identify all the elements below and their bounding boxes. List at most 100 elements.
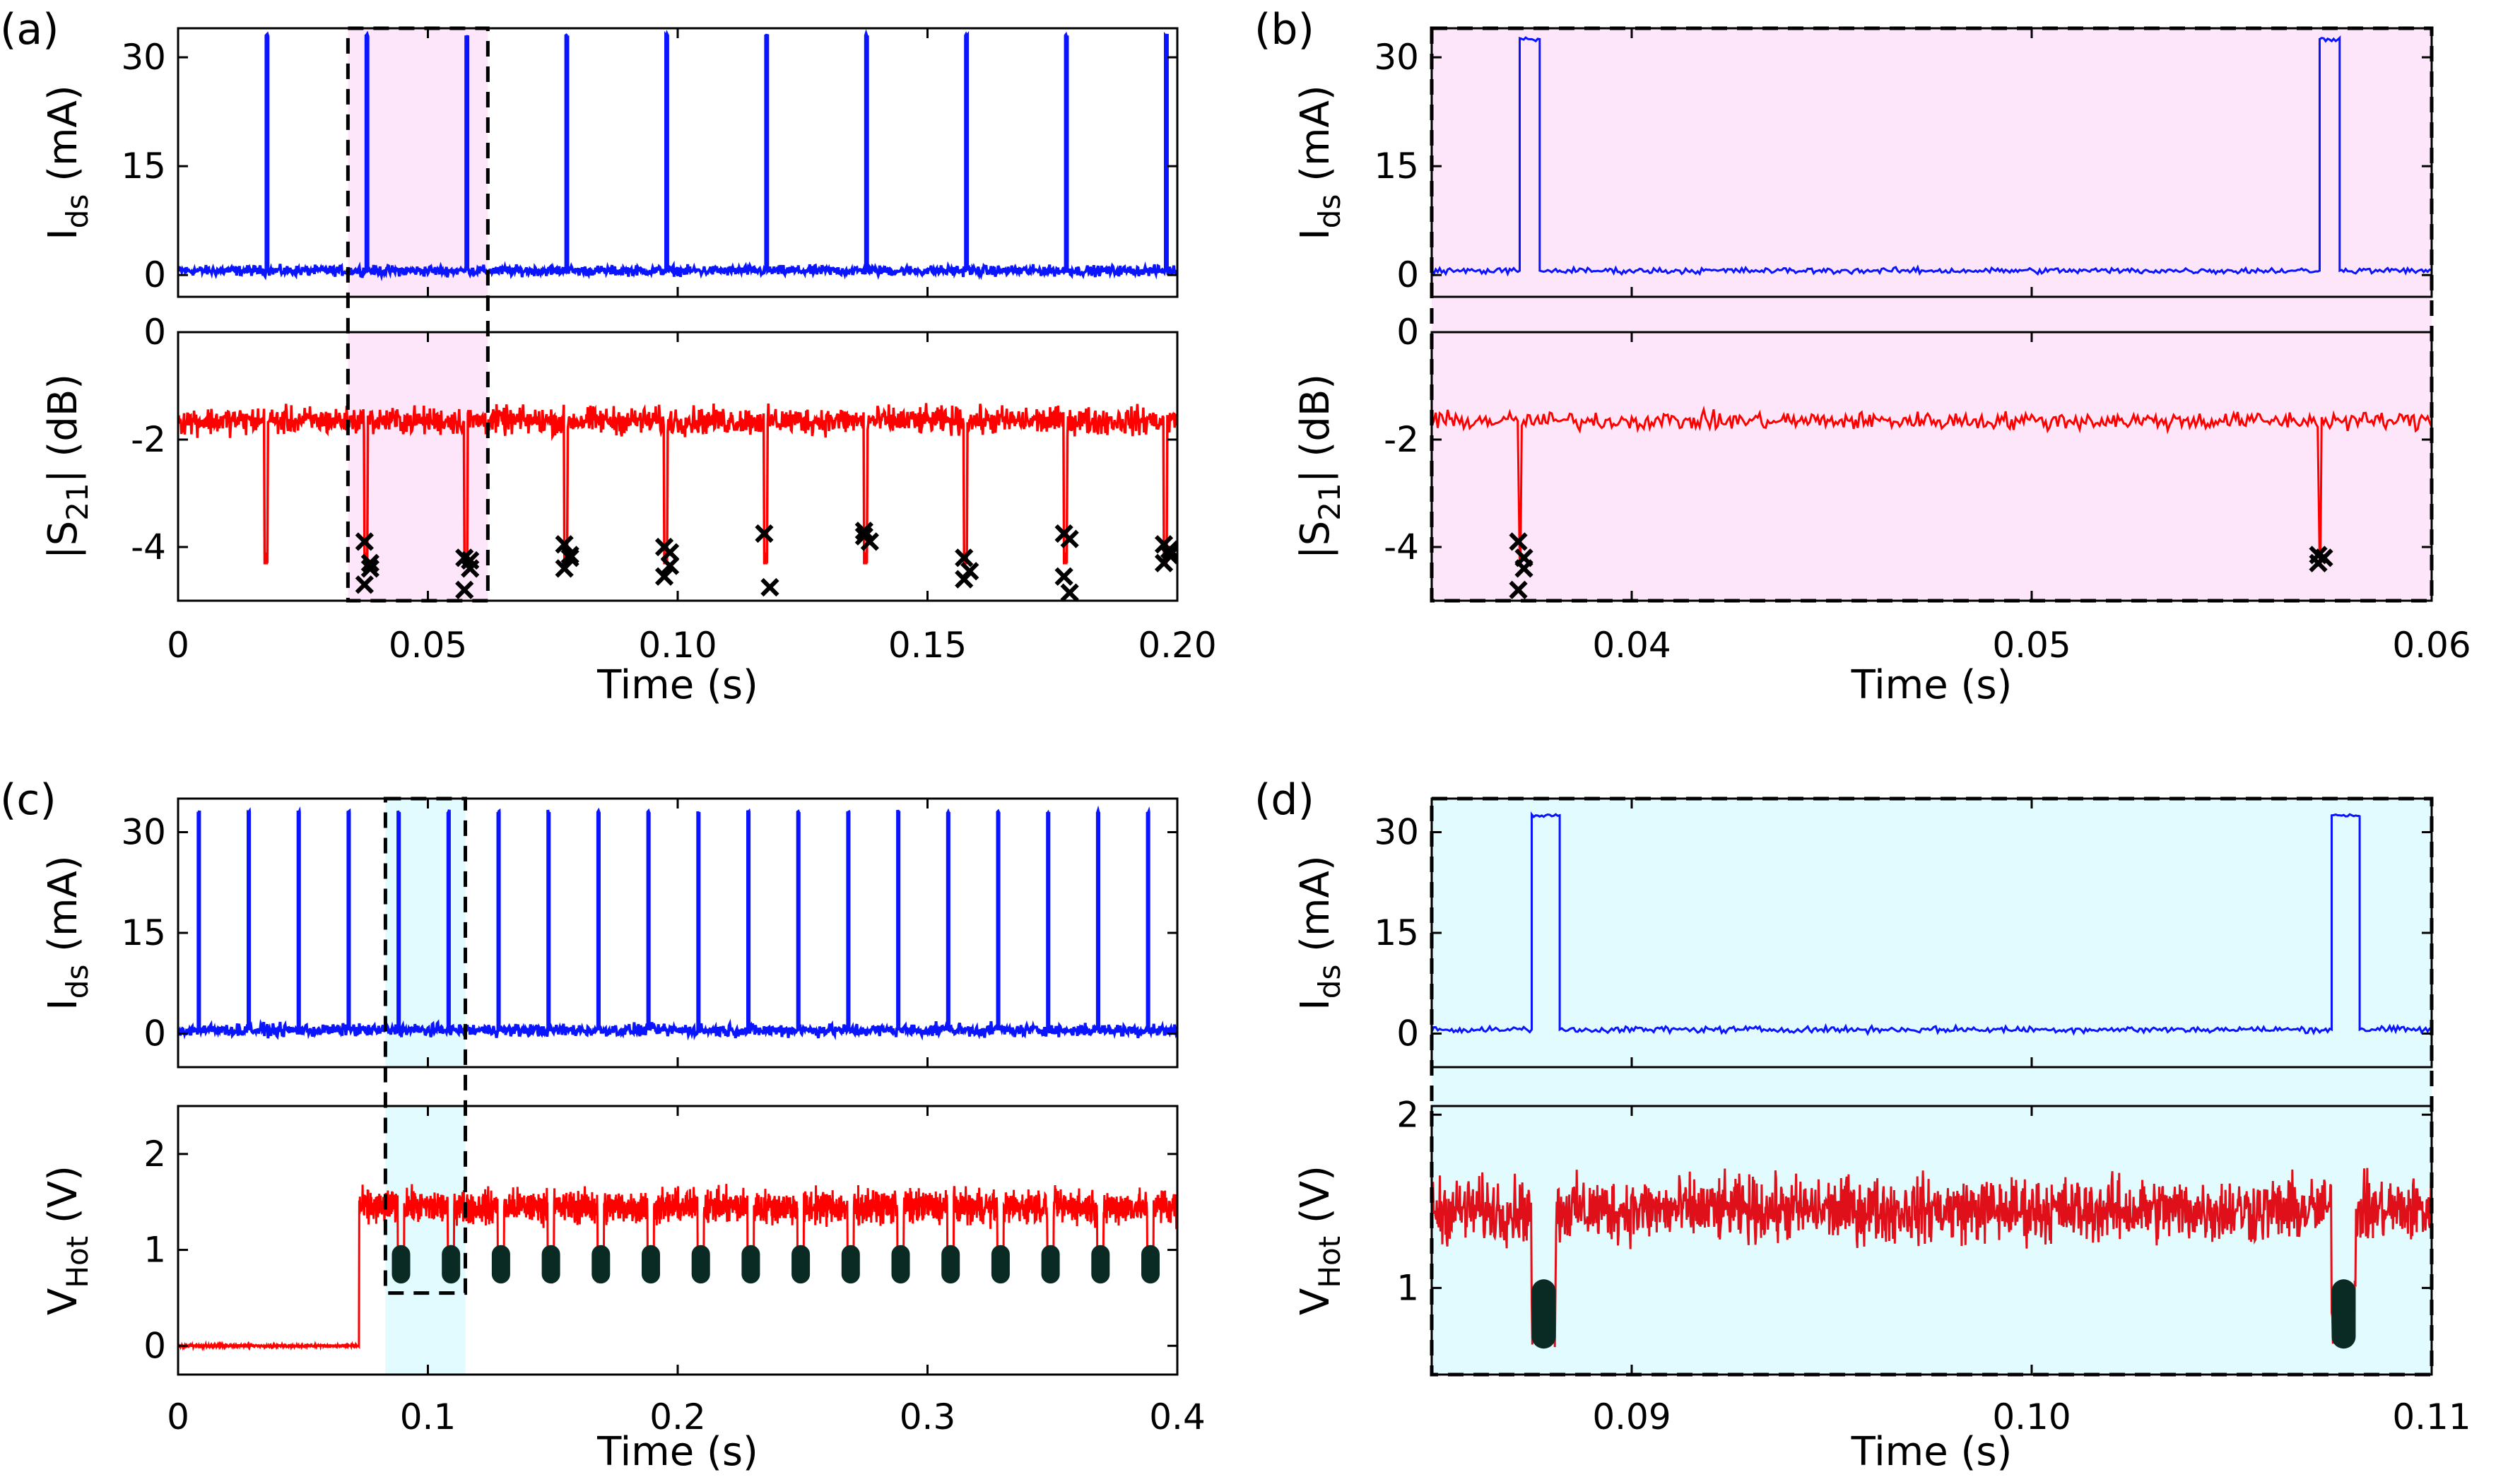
ytick-label-s21: -4 — [131, 527, 166, 567]
panel-label-a: (a) — [0, 5, 59, 54]
dip-marker-a — [1054, 567, 1073, 586]
dip-marker-a — [355, 575, 374, 594]
dip-marker-cluster-c — [1041, 1245, 1060, 1284]
ytick-label-vhot: 2 — [143, 1134, 166, 1175]
ylabel-s21: |S21| (dB) — [40, 374, 95, 559]
dip-marker-a — [1160, 540, 1177, 559]
ids-series-b — [1432, 35, 2432, 277]
ylabel-main: V — [40, 1288, 86, 1315]
dip-marker-cluster-d — [1531, 1279, 1556, 1349]
xlabel-b: Time (s) — [1851, 662, 2013, 708]
dip-marker-b — [2309, 553, 2328, 572]
xtick-label-a: 0 — [167, 625, 189, 666]
dip-marker-a — [760, 577, 779, 597]
dip-marker-a — [555, 559, 574, 578]
dip-marker-b — [1509, 532, 1528, 551]
dip-marker-cluster-c — [591, 1245, 611, 1284]
ylabel-sub: ds — [1312, 965, 1347, 999]
dip-marker-cluster-c — [641, 1245, 660, 1284]
dip-marker-a — [555, 535, 574, 554]
panel-b: 0 15 30 Ids (mA) 0 -2 -4 |S21| (dB) 0.04 0.05 0.06… — [1254, 5, 2471, 708]
ytick-label-vhot: 1 — [143, 1230, 166, 1271]
ytick-label-ids: 0 — [143, 1013, 166, 1054]
ylabel-unit: | (dB) — [40, 374, 86, 483]
axes-frame-top-a — [177, 27, 1179, 298]
dip-marker-cluster-c — [741, 1245, 760, 1284]
xtick-label-b: 0.05 — [1992, 625, 2071, 666]
xtick-label-a: 0.20 — [1138, 625, 1216, 666]
ids-series-d — [1432, 811, 2432, 1037]
ids-series-a — [178, 29, 1177, 282]
highlight-top-b — [1432, 28, 2432, 297]
panel-c: 0 15 30 Ids (mA) 0 1 2 VHot (V) 0 0.1 0.2 0.3 0.4 Tim… — [0, 775, 1206, 1475]
ytick-label-ids: 15 — [121, 912, 166, 953]
ylabel-main: I — [1293, 228, 1338, 240]
axes-frame-bottom-c — [177, 1105, 1179, 1376]
dip-marker-a — [360, 553, 379, 572]
dip-marker-cluster-c — [391, 1245, 411, 1284]
zoom-box-d — [1430, 796, 2434, 1377]
highlight-bottom-b — [1432, 332, 2432, 601]
dip-marker-cluster-c — [1091, 1245, 1110, 1284]
dip-marker-cluster-c — [691, 1245, 710, 1284]
ytick-label-ids: 0 — [143, 254, 166, 295]
ytick-label-ids: 30 — [1374, 37, 1419, 78]
xtick-label-c: 0.3 — [900, 1396, 956, 1437]
dip-marker-a — [654, 567, 674, 586]
panel-label-d: (d) — [1254, 775, 1314, 825]
vhot-series-d — [1432, 1168, 2432, 1348]
ylabel-unit: (mA) — [40, 855, 86, 964]
xtick-label-b: 0.06 — [2392, 625, 2471, 666]
panel-a: 0 15 30 Ids (mA) 0 -2 -4 |S21| (dB) 0 0.05 0.10 0.1… — [0, 5, 1217, 708]
dip-marker-a — [854, 527, 873, 546]
s21-series-a — [178, 403, 1177, 565]
ylabel-unit: (V) — [1293, 1165, 1338, 1236]
dip-marker-cluster-d — [2331, 1279, 2356, 1349]
ytick-label-ids: 30 — [121, 37, 166, 78]
ytick-label-vhot: 1 — [1396, 1267, 1419, 1308]
dip-marker-cluster-c — [891, 1245, 910, 1284]
dip-marker-a — [355, 532, 374, 551]
ylabel-vhot: VHot (V) — [40, 1165, 95, 1315]
ylabel-sub: ds — [60, 194, 95, 229]
ylabel-main: V — [1293, 1288, 1338, 1315]
ylabel-main: I — [1293, 999, 1338, 1011]
ytick-label-ids: 0 — [1396, 1013, 1419, 1054]
dip-marker-a — [560, 546, 579, 565]
ylabel-unit: | (dB) — [1293, 374, 1338, 483]
ytick-label-ids: 30 — [121, 812, 166, 853]
dip-marker-a — [755, 524, 774, 543]
ylabel-vhot: VHot (V) — [1293, 1165, 1347, 1315]
ylabel-sub: ds — [60, 965, 95, 999]
dip-marker-a — [360, 559, 379, 578]
xlabel-c: Time (s) — [596, 1429, 758, 1475]
ylabel-unit: (mA) — [1293, 85, 1338, 194]
ylabel-main: |S — [40, 521, 86, 559]
xtick-label-a: 0.10 — [638, 625, 717, 666]
ytick-label-ids: 15 — [1374, 146, 1419, 187]
dip-marker-cluster-c — [791, 1245, 811, 1284]
ylabel-s21: |S21| (dB) — [1293, 374, 1347, 559]
dip-marker-a — [455, 580, 474, 599]
panel-d: 0 15 30 Ids (mA) 1 2 VHot (V) 0.09 0.10 0.11 Time … — [1254, 775, 2471, 1475]
xlabel-a: Time (s) — [596, 662, 758, 708]
dip-marker-cluster-c — [991, 1245, 1010, 1284]
ylabel-sub: Hot — [1312, 1236, 1347, 1288]
dip-marker-b — [1509, 580, 1528, 599]
xtick-label-d: 0.11 — [2392, 1396, 2471, 1437]
dip-marker-a — [1060, 529, 1079, 548]
vhot-series-c — [178, 1184, 1177, 1352]
ylabel-main: I — [40, 228, 86, 240]
ylabel-sub: Hot — [60, 1236, 95, 1288]
panel-label-c: (c) — [0, 775, 57, 825]
xtick-label-c: 0.4 — [1149, 1396, 1206, 1437]
ylabel-sub: ds — [1312, 194, 1347, 229]
xtick-label-a: 0.05 — [389, 625, 467, 666]
xtick-label-a: 0.15 — [888, 625, 967, 666]
dip-marker-cluster-c — [442, 1245, 461, 1284]
ytick-label-ids: 15 — [1374, 912, 1419, 953]
dip-marker-cluster-c — [541, 1245, 560, 1284]
xtick-label-d: 0.10 — [1992, 1396, 2071, 1437]
ids-series-c — [178, 805, 1177, 1041]
